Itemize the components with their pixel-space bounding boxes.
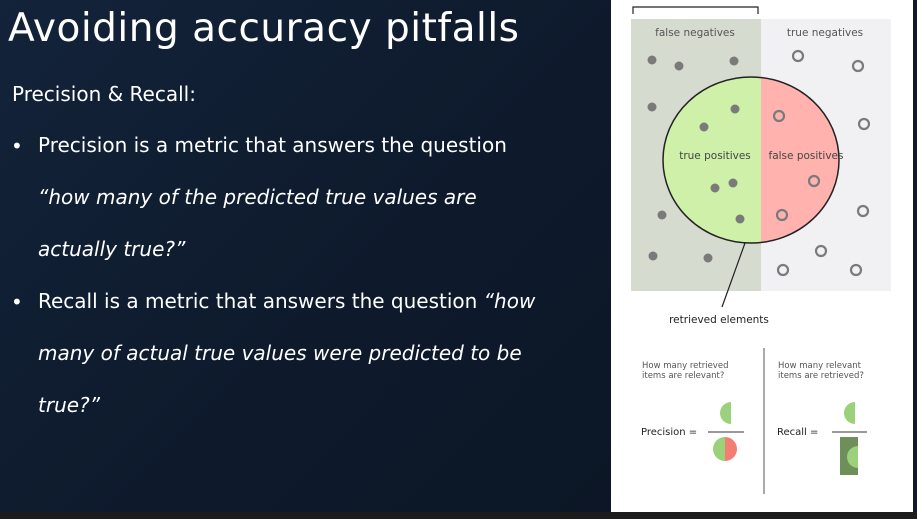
irrelevant-dot [851,59,865,73]
retrieved-elements-label: retrieved elements [669,314,769,326]
bullet1-line1: Precision is a metric that answers the q… [38,133,507,157]
recall-denominator-mark [847,446,858,468]
retrieved-pointer [721,242,746,308]
bullet2-line2: many of actual true values were predicte… [38,341,522,365]
precision-label: Precision = [641,427,697,438]
true-negatives-label: true negatives [787,27,863,39]
bracket-line [632,6,759,14]
precision-denominator-green [713,437,725,461]
retrieved-ellipse [662,76,840,244]
irrelevant-dot [857,117,871,131]
relevant-dot [730,104,740,114]
relevant-dot [648,251,658,261]
relevant-dot [647,55,657,65]
bullet-dot-1: • [11,134,23,158]
slide-subtitle: Precision & Recall: [12,82,196,106]
relevant-dot [729,56,739,66]
irrelevant-dot [856,204,870,218]
irrelevant-dot [791,49,805,63]
bullet2-line1: Recall is a metric that answers the ques… [38,289,535,313]
recall-question-line1: How many relevant [778,361,862,371]
bullet2-line1-italic: “how [483,289,536,313]
right-edge-strip [913,0,917,512]
relevant-dot [657,210,667,220]
true-positives-label: true positives [679,150,751,162]
bullet1-line2: “how many of the predicted true values a… [38,185,477,209]
relevant-dot [647,102,657,112]
precision-question-line2: items are relevant? [642,371,724,381]
irrelevant-dot [776,263,790,277]
bottom-bar [0,512,917,519]
recall-label: Recall = [777,427,818,438]
bullet1-line3: actually true?” [38,237,186,261]
recall-numerator-mark [844,402,855,424]
bullet2-line1-text: Recall is a metric that answers the ques… [38,289,484,313]
irrelevant-dot [807,174,821,188]
precision-numerator-mark [720,402,731,424]
relevant-dot [674,61,684,71]
false-positives-label: false positives [769,150,844,162]
relevant-dot [728,178,738,188]
bullet2-line3: true?” [38,393,101,417]
precision-question-line1: How many retrieved [642,361,728,371]
irrelevant-dot [814,244,828,258]
slide-title: Avoiding accuracy pitfalls [8,6,520,51]
precision-denominator-red [725,437,737,461]
relevant-dot [735,214,745,224]
bullet-dot-2: • [11,290,23,314]
relevant-dot [703,253,713,263]
relevant-dot [710,183,720,193]
recall-question-line2: items are retrieved? [778,371,864,381]
false-negatives-label: false negatives [655,27,735,39]
irrelevant-dot [772,109,786,123]
relevant-dot [699,122,709,132]
precision-recall-figure: false negatives true negatives true posi… [611,0,913,512]
irrelevant-dot [849,263,863,277]
precision-recall-diagram: false negatives true negatives true posi… [631,6,891,494]
irrelevant-dot [775,208,789,222]
